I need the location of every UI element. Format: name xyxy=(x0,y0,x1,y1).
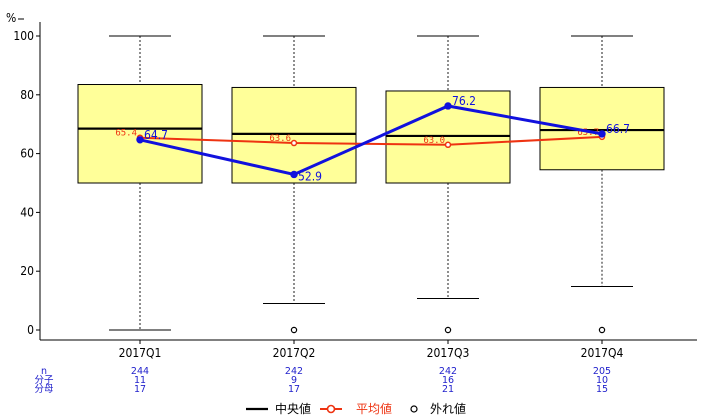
x-tick-label: 2017Q4 xyxy=(581,346,624,360)
y-tick-label: 100 xyxy=(13,29,34,43)
series-line xyxy=(139,104,603,177)
y-tick-label: 0 xyxy=(27,323,34,337)
boxes xyxy=(77,35,665,334)
stat-value: 242 xyxy=(285,366,303,377)
stat-value: 205 xyxy=(593,366,611,377)
stat-value: 17 xyxy=(288,384,300,395)
series-line xyxy=(139,135,603,146)
series-point xyxy=(290,139,298,147)
data-label: 65.4 xyxy=(115,129,137,139)
outlier-point xyxy=(290,326,298,334)
y-tick-label: 60 xyxy=(20,147,34,161)
data-label: 64.7 xyxy=(144,128,168,142)
box-2017Q3 xyxy=(385,35,511,334)
box-2017Q1 xyxy=(77,35,203,331)
x-tick-label: 2017Q3 xyxy=(427,346,470,360)
x-tick-label: 2017Q2 xyxy=(273,346,316,360)
stat-value: 10 xyxy=(596,375,608,386)
series-point xyxy=(444,102,452,110)
stat-value: 16 xyxy=(442,375,454,386)
series-point xyxy=(444,141,452,149)
iqr-box xyxy=(231,86,357,184)
data-label: 76.2 xyxy=(452,94,476,108)
y-tick-label: 40 xyxy=(20,205,34,219)
stat-value: 242 xyxy=(439,366,457,377)
stat-value: 11 xyxy=(134,375,146,386)
data-label: 52.9 xyxy=(298,169,322,183)
legend-median-label: 中央値 xyxy=(275,401,311,416)
outlier-point xyxy=(598,326,606,334)
data-label: 66.7 xyxy=(606,122,630,136)
value-series: 64.7 52.9 76.2 66.7 xyxy=(136,94,630,183)
data-label: 63.6 xyxy=(269,134,291,144)
y-unit-label: % xyxy=(6,11,16,25)
y-tick-label: 80 xyxy=(20,88,34,102)
axes: % 0 20 40 60 80 100 2017Q1 2017Q2 2017Q3 2017Q4 xyxy=(6,11,697,360)
data-label: 63.0 xyxy=(423,136,445,146)
stat-value: 17 xyxy=(134,384,146,395)
stat-row-label: n xyxy=(41,366,47,377)
stat-value: 244 xyxy=(131,366,149,377)
series-point xyxy=(290,170,298,179)
iqr-box xyxy=(77,84,203,184)
stat-value: 9 xyxy=(291,375,297,386)
legend-mean-marker xyxy=(326,404,336,414)
stat-value: 15 xyxy=(596,384,608,395)
box-2017Q4 xyxy=(539,35,665,334)
legend-outlier-label: 外れ値 xyxy=(430,401,466,416)
series-point xyxy=(136,136,144,144)
series-lines: 65.463.6 63.065.764.752.976.266.7 xyxy=(115,94,630,184)
legend: 中央値 平均値 外れ値 xyxy=(246,401,466,416)
y-tick-label: 20 xyxy=(20,264,34,278)
x-tick-label: 2017Q1 xyxy=(119,346,162,360)
stat-value: 21 xyxy=(442,384,454,395)
iqr-box xyxy=(539,86,665,171)
stat-row-label: 分母 xyxy=(34,384,53,395)
series-point xyxy=(598,130,606,138)
box-2017Q2 xyxy=(231,35,357,334)
legend-mean-label: 平均値 xyxy=(356,401,392,416)
legend-outlier-key xyxy=(410,405,418,413)
outlier-point xyxy=(444,326,452,334)
stat-row-label: 分子 xyxy=(34,375,54,386)
